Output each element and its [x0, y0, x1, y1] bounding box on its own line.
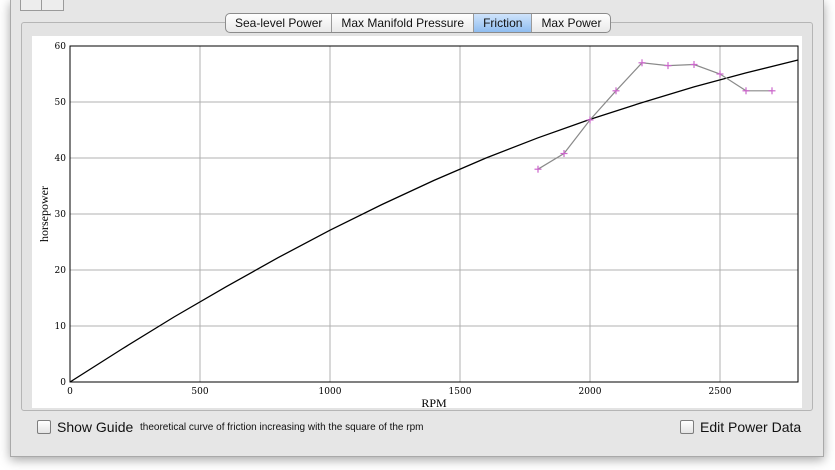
tab-friction[interactable]: Friction — [474, 14, 533, 32]
data-point-marker — [560, 150, 568, 158]
checkbox-box[interactable] — [680, 420, 694, 434]
theoretical-friction-curve — [69, 59, 799, 383]
show-guide-checkbox[interactable]: Show Guide — [37, 419, 133, 435]
data-point-marker — [716, 70, 724, 78]
tab-max-power[interactable]: Max Power — [541, 16, 602, 30]
data-point-marker — [586, 116, 594, 124]
data-point-marker — [664, 62, 672, 70]
y-tick-label: 30 — [55, 210, 67, 220]
x-axis-label: RPM — [421, 396, 447, 408]
chart-area: 0 500 1000 1500 2000 2500 0 10 20 30 40 50 60 RPM hors… — [32, 36, 802, 408]
edit-power-data-checkbox[interactable]: Edit Power Data — [680, 419, 801, 435]
x-tick-label: 500 — [191, 387, 208, 397]
plot-frame — [69, 45, 799, 383]
y-tick-label: 10 — [55, 322, 67, 332]
x-tick-label: 1500 — [449, 387, 472, 397]
x-tick-label: 0 — [67, 387, 73, 397]
y-tick-label: 0 — [60, 378, 66, 388]
friction-chart: 0 500 1000 1500 2000 2500 0 10 20 30 40 50 60 RPM hors… — [37, 42, 799, 408]
guide-description: theoretical curve of friction increasing… — [140, 422, 424, 433]
edit-power-data-label: Edit Power Data — [700, 419, 802, 435]
checkbox-box[interactable] — [37, 420, 51, 434]
data-point-marker — [534, 165, 542, 173]
data-point-marker — [638, 59, 646, 67]
data-point-marker — [768, 87, 776, 95]
y-axis-label: horsepower — [37, 186, 51, 242]
data-point-marker — [612, 87, 620, 95]
y-tick-label: 50 — [55, 98, 67, 108]
x-tick-label: 2500 — [709, 387, 732, 397]
x-tick-label: 2000 — [579, 387, 602, 397]
data-point-marker — [742, 87, 750, 95]
tab-sea-level-power[interactable]: Sea-level Power — [226, 14, 333, 32]
y-tick-label: 20 — [55, 266, 67, 276]
chart-tabs: Sea-level Power Max Manifold Pressure Fr… — [225, 13, 612, 33]
friction-data-line — [537, 62, 772, 170]
show-guide-label: Show Guide — [57, 419, 134, 435]
toolbar-stub — [20, 0, 64, 11]
data-point-marker — [690, 60, 698, 68]
tab-max-manifold-pressure[interactable]: Max Manifold Pressure — [332, 14, 475, 32]
y-tick-label: 60 — [55, 42, 67, 52]
x-tick-label: 1000 — [319, 387, 342, 397]
y-tick-label: 40 — [55, 154, 67, 164]
